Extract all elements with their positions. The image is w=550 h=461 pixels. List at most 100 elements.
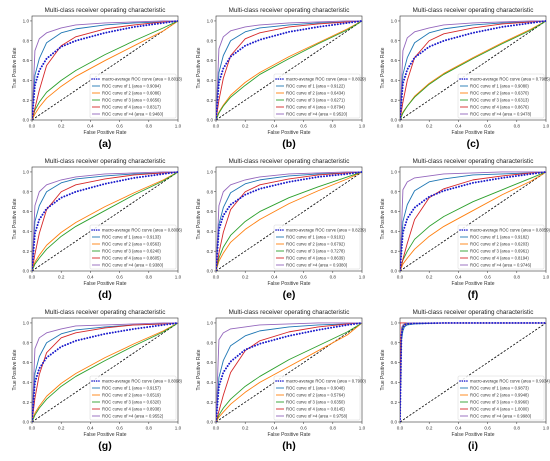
legend-entry: ROC curve of 3 (area = 0.6320) — [102, 400, 161, 405]
y-tick-label: 0.4 — [23, 78, 30, 83]
x-tick-label: 0.4 — [87, 275, 94, 280]
y-tick-label: 0.2 — [207, 249, 214, 254]
legend-entry: ROC curve of 1 (area = 0.9182) — [470, 235, 529, 240]
y-tick-label: 0.0 — [207, 420, 214, 425]
x-tick-label: 0.8 — [514, 124, 521, 129]
y-tick-label: 0.0 — [23, 269, 30, 274]
y-axis-label: True Positive Rate — [12, 47, 18, 88]
x-tick-label: 0.2 — [242, 426, 249, 431]
roc-series-line — [216, 20, 362, 120]
legend-entry: ROC curve of 1 (area = 0.9133) — [102, 235, 161, 240]
y-tick-label: 0.0 — [391, 420, 398, 425]
y-tick-label: 0.0 — [23, 118, 30, 123]
panel-label: (f) — [468, 289, 479, 301]
legend-entry: macro-average ROC curve (area = 0.8239) — [286, 228, 367, 233]
x-axis-label: False Positive Rate — [267, 130, 310, 136]
y-tick-label: 0.4 — [391, 380, 398, 385]
legend-entry: ROC curve of 3 (area = 0.6961) — [470, 249, 529, 254]
roc-series-line — [216, 171, 362, 271]
macro-average-roc-line — [32, 20, 178, 120]
roc-panel: Multi-class receiver operating character… — [380, 158, 550, 301]
x-tick-label: 0.8 — [330, 275, 337, 280]
roc-series-line — [400, 171, 546, 271]
legend-entry: ROC curve of 1 (area = 0.9080) — [470, 84, 529, 89]
x-tick-label: 0.0 — [397, 426, 404, 431]
roc-panel: Multi-class receiver operating character… — [12, 309, 183, 452]
legend-box — [89, 73, 177, 119]
x-axis-label: False Positive Rate — [83, 432, 126, 438]
chart-title: Multi-class receiver operating character… — [229, 7, 350, 14]
x-tick-label: 1.0 — [543, 124, 550, 129]
y-tick-label: 0.2 — [23, 400, 30, 405]
legend-entry: ROC curve of 2 (area = 0.6086) — [102, 91, 161, 96]
macro-average-roc-line — [32, 170, 178, 271]
x-tick-label: 0.4 — [87, 426, 94, 431]
panel-label: (h) — [282, 440, 295, 452]
chart-title: Multi-class receiver operating character… — [45, 309, 166, 316]
diagonal-reference-line — [31, 20, 179, 121]
legend-entry: ROC curve of 2 (area = 0.9948) — [470, 393, 529, 398]
legend-entry: ROC curve of 1 (area = 0.9873) — [470, 386, 529, 391]
legend-box — [273, 375, 361, 421]
x-tick-label: 1.0 — [359, 275, 366, 280]
y-tick-label: 0.6 — [207, 209, 214, 214]
y-tick-label: 0.6 — [23, 360, 30, 365]
y-tick-label: 0.4 — [391, 78, 398, 83]
x-tick-label: 0.6 — [484, 275, 491, 280]
roc-series-line — [32, 20, 178, 120]
roc-series-line — [216, 322, 362, 422]
legend-entry: ROC curve of >4 (area = 0.9980) — [470, 414, 532, 419]
x-tick-label: 0.2 — [426, 275, 433, 280]
roc-series-line — [216, 171, 362, 271]
legend-entry: ROC curve of 3 (area = 0.6313) — [470, 98, 529, 103]
roc-series-line — [32, 171, 178, 271]
y-axis-label: True Positive Rate — [380, 198, 386, 239]
legend-entry: ROC curve of >4 (area = 0.9552) — [102, 414, 164, 419]
x-tick-label: 0.8 — [330, 124, 337, 129]
chart-title: Multi-class receiver operating character… — [229, 309, 350, 316]
y-tick-label: 0.6 — [391, 58, 398, 63]
x-tick-label: 0.0 — [29, 275, 36, 280]
legend-entry: ROC curve of 4 (area = 0.8317) — [102, 105, 161, 110]
legend-entry: ROC curve of >4 (area = 0.9746) — [470, 263, 532, 268]
x-tick-label: 1.0 — [175, 124, 182, 129]
x-tick-label: 0.0 — [29, 426, 36, 431]
legend-entry: ROC curve of 1 (area = 0.9094) — [102, 84, 161, 89]
y-tick-label: 0.4 — [207, 78, 214, 83]
diagonal-reference-line — [215, 171, 363, 272]
diagonal-reference-line — [31, 171, 179, 272]
y-tick-label: 0.0 — [391, 118, 398, 123]
roc-panel: Multi-class receiver operating character… — [12, 7, 183, 150]
legend-entry: ROC curve of 3 (area = 0.7278) — [286, 249, 345, 254]
y-tick-label: 1.0 — [207, 170, 214, 175]
roc-series-line — [32, 171, 178, 271]
y-tick-label: 0.2 — [23, 98, 30, 103]
legend-entry: ROC curve of 4 (area = 0.8639) — [286, 256, 345, 261]
x-tick-label: 0.2 — [426, 426, 433, 431]
y-tick-label: 0.4 — [23, 380, 30, 385]
y-tick-label: 1.0 — [207, 321, 214, 326]
x-tick-label: 0.4 — [271, 426, 278, 431]
legend-entry: macro-average ROC curve (area = 0.7900) — [286, 379, 367, 384]
y-tick-label: 1.0 — [391, 321, 398, 326]
y-tick-label: 0.8 — [391, 189, 398, 194]
y-axis-label: True Positive Rate — [380, 47, 386, 88]
y-tick-label: 0.8 — [207, 189, 214, 194]
y-tick-label: 0.8 — [207, 38, 214, 43]
roc-series-line — [32, 20, 178, 120]
legend-entry: ROC curve of 2 (area = 0.6563) — [102, 242, 161, 247]
diagonal-reference-line — [31, 322, 179, 423]
legend-box — [457, 375, 545, 421]
legend-entry: ROC curve of >4 (area = 0.9478) — [470, 112, 532, 117]
y-tick-label: 0.6 — [23, 209, 30, 214]
roc-series-line — [32, 322, 178, 422]
roc-series-line — [400, 171, 546, 271]
x-tick-label: 0.6 — [300, 275, 307, 280]
chart-title: Multi-class receiver operating character… — [413, 158, 534, 165]
macro-average-roc-line — [32, 322, 178, 422]
legend-entry: ROC curve of 3 (area = 0.6240) — [102, 249, 161, 254]
legend-entry: ROC curve of 2 (area = 0.6434) — [286, 91, 345, 96]
y-tick-label: 0.0 — [391, 269, 398, 274]
x-tick-label: 0.0 — [213, 124, 220, 129]
